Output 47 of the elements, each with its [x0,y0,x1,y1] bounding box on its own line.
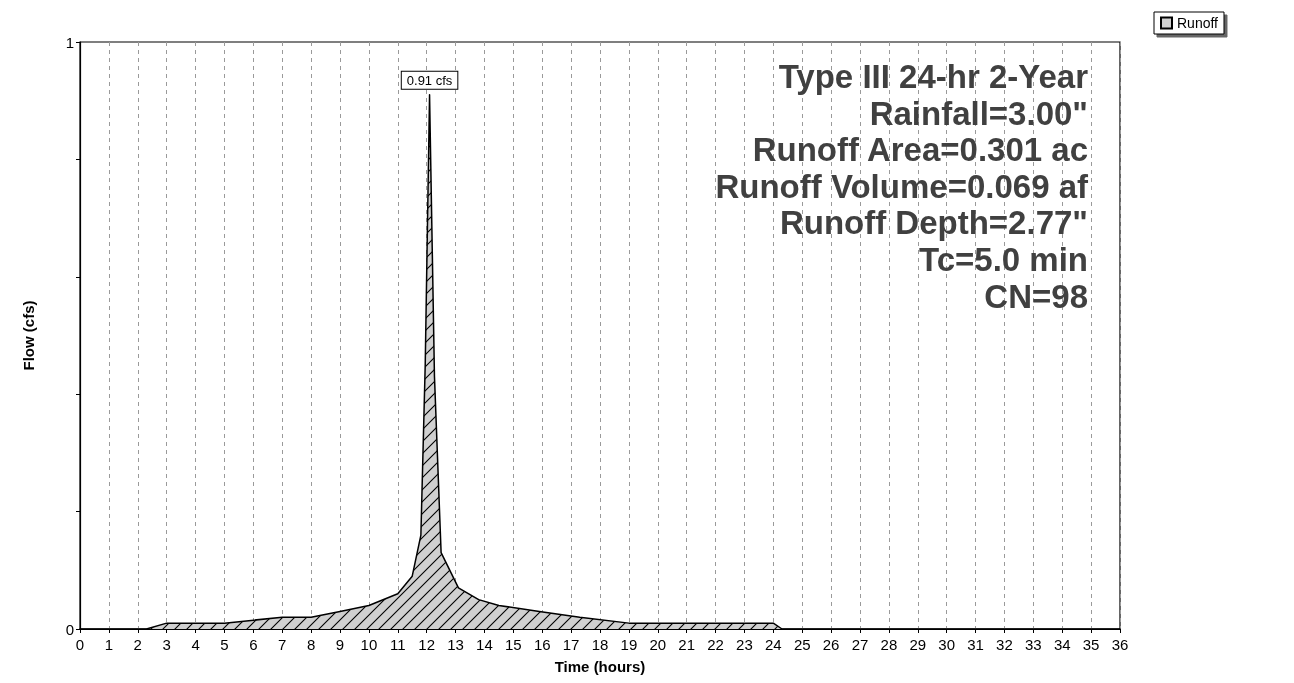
x-tick-label: 14 [476,636,493,653]
annotation: 0.91 cfs [406,72,453,88]
x-tick-label: 11 [389,636,406,653]
x-tick-label: 19 [620,636,638,653]
x-tick-label: 18 [591,636,609,653]
x-tick-label: 8 [306,636,316,653]
x-tick-label: 6 [249,636,258,653]
x-tick-label: 10 [360,636,378,653]
x-tick-label: 17 [562,636,580,653]
annotation: Runoff Area=0.301 ac [752,131,1088,169]
x-tick-label: 3 [162,636,171,653]
x-tick-label: 15 [504,636,522,653]
legend-label: Runoff [1177,15,1219,31]
x-tick-label: 5 [220,636,229,653]
x-tick-label: 12 [418,636,436,653]
x-tick-label: 33 [1024,636,1042,653]
annotation: Rainfall=3.00" [869,94,1088,132]
x-tick-label: 25 [793,636,811,653]
annotation: Type III 24-hr 2-Year [778,58,1089,95]
x-tick-label: 20 [649,636,667,653]
annotation: Tc=5.0 min [918,241,1088,278]
annotation: CN=98 [984,277,1088,315]
x-tick-label: 22 [707,636,724,653]
x-tick-label: 7 [278,636,287,653]
x-tick-label: 21 [678,636,696,653]
annotation: Runoff Depth=2.77" [779,204,1088,242]
x-tick-label: 24 [764,636,782,653]
x-tick-label: 36 [1111,636,1129,653]
x-tick-label: 9 [335,636,345,653]
x-tick-label: 28 [880,636,898,653]
x-axis-title: Time (hours) [554,658,646,675]
x-tick-label: 32 [996,636,1013,653]
x-tick-label: 16 [533,636,551,653]
x-tick-label: 23 [736,636,753,653]
x-tick-label: 2 [133,636,142,653]
annotation: Runoff Volume=0.069 af [715,167,1089,205]
x-tick-label: 34 [1053,636,1071,653]
x-tick-label: 31 [967,636,984,653]
x-tick-label: 13 [447,636,464,653]
x-tick-label: 27 [851,636,869,653]
x-tick-label: 1 [104,636,114,653]
x-tick-label: 26 [822,636,840,653]
x-tick-label: 30 [938,636,956,653]
y-axis-title: Flow (cfs) [20,300,37,371]
x-tick-label: 4 [191,636,200,653]
x-tick-label: 35 [1082,636,1100,653]
x-tick-label: 29 [909,636,927,653]
